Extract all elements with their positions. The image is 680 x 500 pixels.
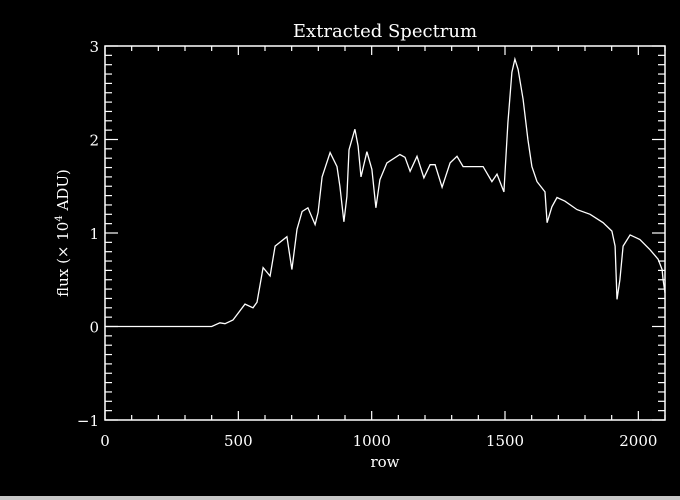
x-axis-label: row [370, 453, 399, 471]
y-tick-label: 1 [89, 225, 99, 243]
axis-ticks [104, 45, 666, 421]
y-axis-label: flux (× 104 ADU) [54, 169, 72, 297]
y-axis-label-suffix: ADU) [54, 169, 72, 215]
y-axis-label-prefix: flux (× 10 [54, 222, 72, 297]
x-tick-label: 500 [224, 432, 253, 450]
x-tick-label: 2000 [619, 432, 657, 450]
y-tick-label: 2 [89, 132, 99, 150]
x-tick-label: 1500 [486, 432, 524, 450]
y-tick-label: −1 [77, 412, 99, 430]
window-bottom-border [0, 496, 680, 500]
x-tick-label: 1000 [353, 432, 391, 450]
spectrum-line [105, 56, 666, 328]
y-tick-label: 0 [89, 319, 99, 337]
x-tick-label: 0 [100, 432, 110, 450]
chart-title: Extracted Spectrum [293, 21, 477, 42]
plot-frame [104, 45, 666, 421]
y-tick-label: 3 [89, 38, 99, 56]
y-axis-label-exponent: 4 [54, 215, 65, 221]
